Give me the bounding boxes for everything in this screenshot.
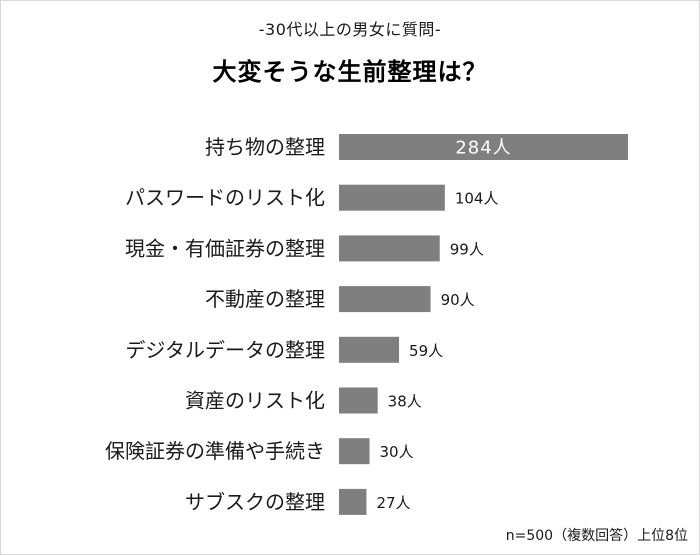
value-label: 27人: [376, 494, 410, 512]
bar: [339, 336, 400, 363]
category-label: サブスクの整理: [185, 490, 325, 514]
bar: [339, 184, 445, 211]
value-label: 30人: [380, 443, 414, 461]
category-label: パスワードのリスト化: [125, 186, 325, 210]
bar: [339, 286, 431, 313]
bar: [339, 387, 378, 414]
bar: [339, 488, 367, 515]
category-label: 現金・有価証券の整理: [125, 236, 325, 260]
value-label: 38人: [388, 393, 422, 411]
value-label: 59人: [409, 342, 443, 360]
category-label: 保険証券の準備や手続き: [105, 439, 325, 463]
value-label: 90人: [441, 291, 475, 309]
bar: [339, 134, 628, 160]
value-label: 104人: [455, 190, 499, 208]
bar: [339, 235, 440, 262]
value-label: 284人: [455, 138, 511, 159]
category-label: 不動産の整理: [205, 287, 325, 311]
sample-size-note: n=500（複数回答）上位8位: [505, 528, 688, 544]
category-label: 持ち物の整理: [205, 135, 325, 159]
category-label: デジタルデータの整理: [125, 338, 325, 362]
value-label: 99人: [450, 240, 484, 258]
category-label: 資産のリスト化: [185, 389, 325, 413]
chart-title: 大変そうな生前整理は？: [212, 58, 488, 86]
chart-subtitle: -30代以上の男女に質問-: [258, 20, 442, 39]
bar: [339, 438, 370, 465]
